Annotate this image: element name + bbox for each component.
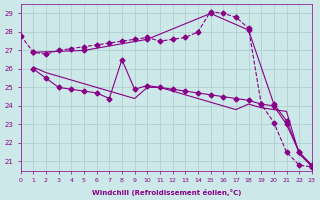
X-axis label: Windchill (Refroidissement éolien,°C): Windchill (Refroidissement éolien,°C) [92, 189, 241, 196]
